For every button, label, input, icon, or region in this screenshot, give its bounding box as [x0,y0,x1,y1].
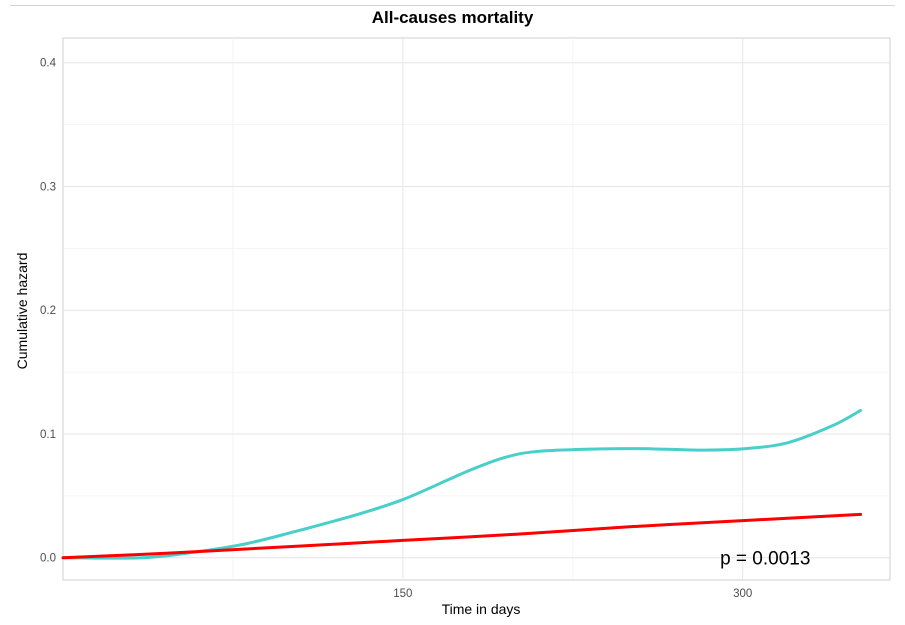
y-tick-label: 0.3 [40,181,56,193]
y-tick-label: 0.0 [40,553,56,565]
x-tick-label: 300 [733,588,752,600]
x-tick-label: 150 [393,588,412,600]
y-tick-label: 0.4 [40,58,57,70]
top-divider [10,5,895,6]
minor-gridlines [63,38,890,580]
x-axis-title: Time in days [442,601,521,617]
p-value-annotation: p = 0.0013 [720,549,810,570]
tick-labels: 150 300 0.0 0.1 0.2 0.3 0.4 [40,58,752,600]
major-gridlines [63,38,890,580]
series-line-1 [61,408,863,560]
y-axis-title: Cumulative hazard [14,253,30,370]
series-line-2 [61,512,863,560]
chart-title: All-causes mortality [371,8,534,27]
series-layer [61,408,863,560]
plot-panel [62,37,891,581]
y-tick-label: 0.1 [40,429,56,441]
y-tick-label: 0.2 [40,305,56,317]
